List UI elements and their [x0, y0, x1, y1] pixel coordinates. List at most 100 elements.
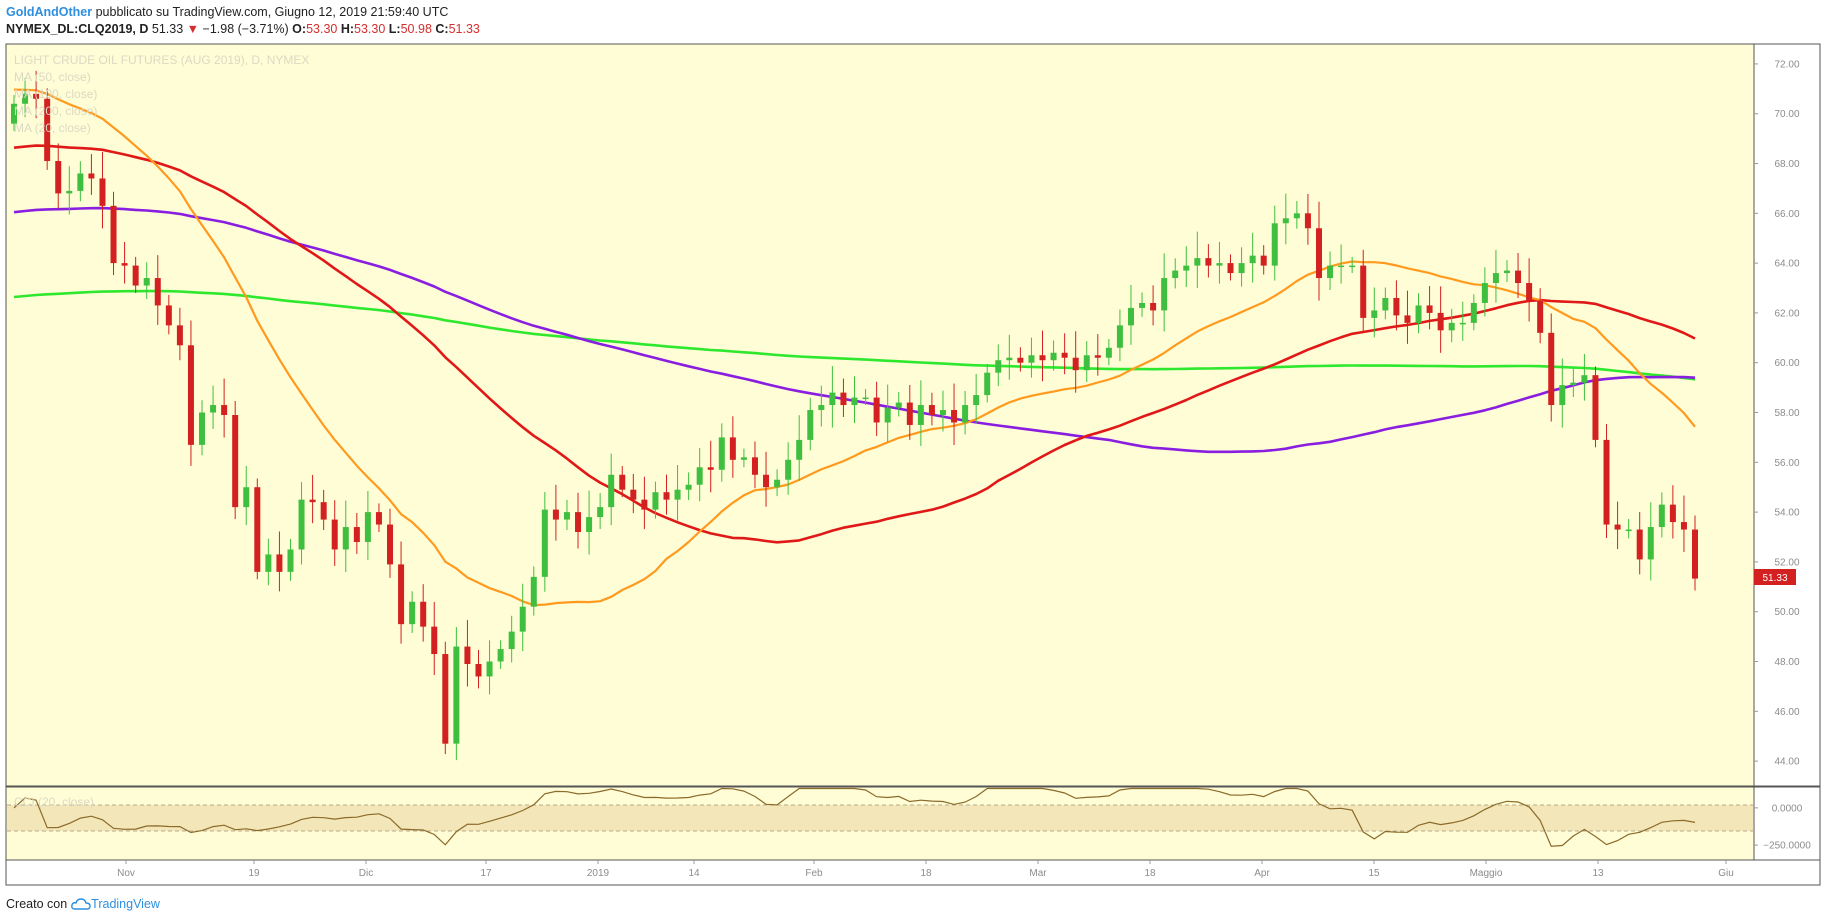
candle-body: [508, 631, 515, 650]
ma50-group: [13, 144, 1696, 544]
candle-body: [829, 392, 836, 406]
candle-body: [1503, 270, 1510, 274]
candle-body: [1459, 322, 1466, 325]
candle-body: [519, 606, 526, 632]
candle-body: [176, 325, 183, 346]
candle-body: [917, 405, 924, 425]
candle-body: [696, 467, 703, 485]
price-tick-label: 44.00: [1774, 757, 1799, 768]
candle-body: [663, 492, 670, 500]
candle-body: [66, 190, 73, 194]
time-tick-label: Giu: [1718, 868, 1734, 879]
open-value: 53.30: [306, 22, 338, 36]
candle-body: [807, 410, 814, 440]
candle-body: [22, 93, 29, 104]
legend-ma50: MA (50, close): [14, 70, 91, 84]
candle-body: [1072, 357, 1079, 371]
author-name[interactable]: GoldAndOther: [6, 5, 93, 19]
main-pane-background: [5, 43, 1755, 787]
candle-body: [1404, 315, 1411, 323]
time-tick-label: 18: [920, 868, 932, 879]
candle-body: [309, 499, 316, 503]
candle-body: [1437, 312, 1444, 331]
last-price-tag: 51.33: [1762, 573, 1787, 584]
candle-body: [884, 407, 891, 423]
candle-body: [44, 98, 51, 162]
candle-body: [939, 410, 946, 415]
candle-body: [1139, 302, 1146, 308]
candle-body: [1271, 223, 1278, 266]
candle-body: [763, 474, 770, 488]
price-tick-label: 70.00: [1774, 109, 1799, 120]
candle-body: [331, 519, 338, 550]
candle-body: [464, 646, 471, 664]
candle-body: [1094, 355, 1101, 358]
candle-body: [840, 392, 847, 406]
low-value: 50.98: [400, 22, 432, 36]
price-tick-label: 62.00: [1774, 308, 1799, 319]
candle-body: [1481, 283, 1488, 303]
time-tick-label: Maggio: [1470, 868, 1503, 879]
candle-body: [751, 457, 758, 475]
candle-body: [110, 205, 117, 264]
candle-body: [630, 489, 637, 500]
candle-body: [1636, 529, 1643, 560]
candle-body: [409, 601, 416, 625]
candle-body: [1061, 352, 1068, 358]
close-value: 51.33: [448, 22, 480, 36]
ma20-line: [13, 88, 1696, 607]
candle-body: [995, 360, 1002, 373]
candle-body: [575, 512, 582, 533]
candle-body: [674, 489, 681, 500]
candle-body: [442, 654, 449, 744]
candle-body: [707, 467, 714, 470]
price-change: −1.98 (−3.71%): [202, 22, 289, 36]
price-tick-label: 54.00: [1774, 508, 1799, 519]
legend-ma100: MA (100, close): [14, 87, 97, 101]
candle-body: [1515, 270, 1522, 284]
created-with: Creato con: [6, 897, 68, 911]
candle-body: [851, 397, 858, 406]
candle-body: [1083, 355, 1090, 371]
candle-body: [1592, 375, 1599, 440]
candle-body: [88, 173, 95, 179]
candle-body: [1282, 218, 1289, 224]
candle-body: [287, 549, 294, 572]
time-tick-label: Mar: [1029, 868, 1047, 879]
price-tick-label: 46.00: [1774, 707, 1799, 718]
candle-body: [1581, 375, 1588, 383]
time-tick-label: 14: [688, 868, 700, 879]
candle-body: [187, 345, 194, 445]
candle-body: [33, 93, 40, 99]
cci-group: [13, 787, 1696, 847]
time-axis-background: [5, 859, 1821, 886]
candle-body: [55, 161, 62, 194]
price-tick-label: 58.00: [1774, 408, 1799, 419]
candle-body: [221, 405, 228, 415]
candle-body: [1614, 524, 1621, 530]
candle-body: [729, 437, 736, 460]
price-tick-label: 56.00: [1774, 458, 1799, 469]
candle-body: [928, 405, 935, 415]
candle-body: [1625, 529, 1632, 532]
candle-body: [1669, 504, 1676, 523]
candle-body: [420, 601, 427, 627]
last-price-marker: 51.33: [1754, 569, 1796, 585]
time-tick-label: 17: [480, 868, 492, 879]
last-price: 51.33: [151, 22, 184, 36]
price-tick-label: 48.00: [1774, 657, 1799, 668]
tradingview-link[interactable]: TradingView: [71, 897, 160, 911]
candle-body: [1227, 263, 1234, 274]
candle-body: [541, 509, 548, 577]
candle-body: [1315, 228, 1322, 279]
candle-body: [962, 405, 969, 423]
candle-body: [132, 265, 139, 286]
price-tick-label: 64.00: [1774, 259, 1799, 270]
candle-body: [1293, 213, 1300, 219]
price-tick-label: 66.00: [1774, 209, 1799, 220]
candle-body: [497, 649, 504, 662]
cci-line: [13, 787, 1696, 847]
candle-body: [77, 173, 84, 191]
time-tick-label: 18: [1144, 868, 1156, 879]
